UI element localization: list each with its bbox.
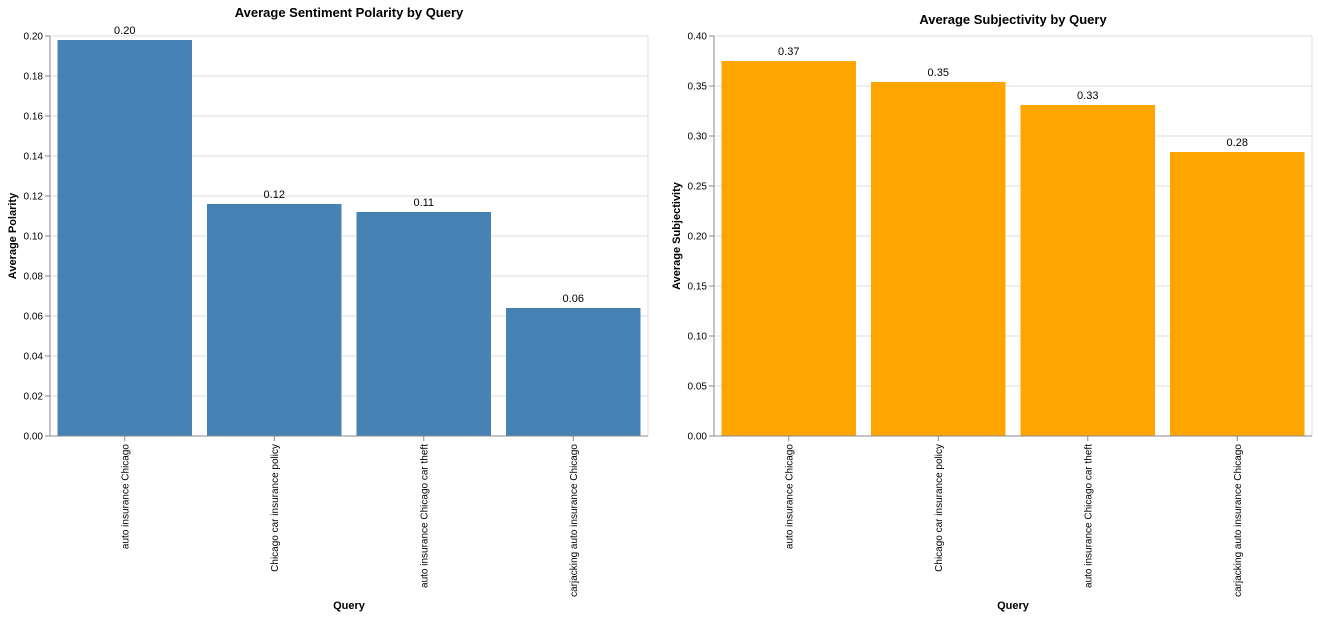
subjectivity-y-tick-label: 0.15 [688, 282, 708, 293]
polarity-y-tick-label: 0.12 [24, 192, 44, 203]
polarity-y-tick-label: 0.16 [24, 112, 44, 123]
polarity-y-tick-label: 0.02 [24, 392, 44, 403]
subjectivity-bar[interactable] [721, 61, 857, 436]
polarity-chart-title: Average Sentiment Polarity by Query [235, 5, 464, 20]
polarity-bar[interactable] [356, 212, 492, 436]
polarity-y-tick-label: 0.04 [24, 352, 44, 363]
polarity-y-tick-label: 0.18 [24, 72, 44, 83]
subjectivity-bar[interactable] [871, 82, 1006, 436]
polarity-data-label: 0.12 [264, 189, 285, 201]
subjectivity-category-label: Chicago car insurance policy [934, 444, 945, 572]
polarity-x-axis-title: Query [333, 600, 366, 612]
polarity-data-label: 0.20 [114, 25, 135, 37]
polarity-y-tick-label: 0.20 [24, 32, 44, 43]
polarity-data-label: 0.11 [413, 197, 434, 209]
subjectivity-chart: 0.00 0.05 0.10 0.15 0.20 0.25 0.30 0.35 0.40 0.37… [671, 12, 1313, 612]
polarity-data-label: 0.06 [563, 293, 584, 305]
subjectivity-y-tick-label: 0.40 [688, 32, 708, 43]
subjectivity-data-label: 0.37 [778, 46, 799, 58]
polarity-category-label: auto insurance Chicago [120, 444, 131, 550]
subjectivity-y-tick-label: 0.30 [688, 132, 708, 143]
polarity-category-label: Chicago car insurance policy [270, 444, 281, 572]
subjectivity-y-tick-label: 0.00 [688, 432, 708, 443]
subjectivity-y-tick-label: 0.35 [688, 82, 708, 93]
subjectivity-category-label: auto insurance Chicago [784, 444, 795, 550]
subjectivity-y-tick-label: 0.10 [688, 332, 708, 343]
subjectivity-category-label: carjacking auto insurance Chicago [1233, 444, 1244, 597]
polarity-bar[interactable] [207, 204, 342, 436]
subjectivity-data-label: 0.28 [1227, 137, 1248, 149]
subjectivity-y-tick-label: 0.05 [688, 382, 708, 393]
subjectivity-bar[interactable] [1020, 105, 1156, 436]
subjectivity-y-axis-title: Average Subjectivity [671, 181, 683, 290]
subjectivity-data-label: 0.35 [928, 67, 949, 79]
polarity-y-tick-label: 0.14 [24, 152, 44, 163]
polarity-y-tick-label: 0.08 [24, 272, 44, 283]
polarity-y-tick-label: 0.00 [24, 432, 44, 443]
polarity-bar[interactable] [57, 40, 193, 436]
subjectivity-data-label: 0.33 [1077, 90, 1098, 102]
polarity-y-tick-label: 0.10 [24, 232, 44, 243]
subjectivity-x-axis-title: Query [997, 600, 1030, 612]
subjectivity-bar[interactable] [1170, 152, 1305, 436]
polarity-y-tick-label: 0.06 [24, 312, 44, 323]
polarity-category-label: carjacking auto insurance Chicago [569, 444, 580, 597]
polarity-chart: 0.00 0.02 0.04 0.06 0.08 0.10 0.12 0.14 0.16 0.18… [7, 5, 649, 612]
subjectivity-chart-title: Average Subjectivity by Query [919, 12, 1107, 27]
polarity-category-label: auto insurance Chicago car theft [419, 444, 430, 588]
subjectivity-category-label: auto insurance Chicago car theft [1083, 444, 1094, 588]
polarity-bar[interactable] [506, 308, 641, 436]
polarity-y-axis-title: Average Polarity [7, 192, 19, 279]
subjectivity-y-tick-label: 0.20 [688, 232, 708, 243]
subjectivity-y-tick-label: 0.25 [688, 182, 708, 193]
